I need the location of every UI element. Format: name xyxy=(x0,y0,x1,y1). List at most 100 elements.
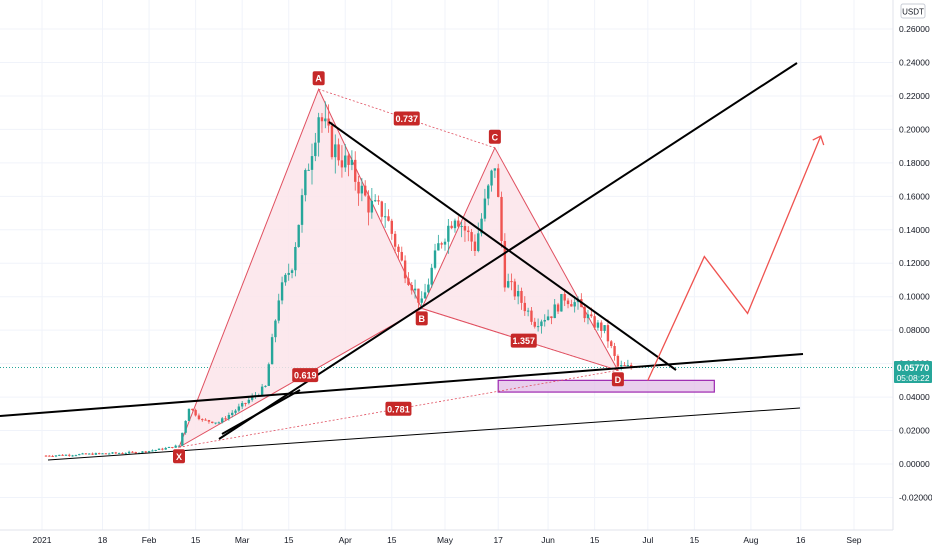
candle-body xyxy=(463,225,467,231)
candle-body xyxy=(550,316,553,319)
candle-body xyxy=(127,451,131,454)
candle-body xyxy=(58,454,61,456)
candle-body xyxy=(543,319,546,322)
last-price-box xyxy=(894,361,932,383)
time-tick-label: 15 xyxy=(387,535,397,545)
candle-body xyxy=(101,453,104,455)
candle-body xyxy=(420,298,423,303)
candle-body xyxy=(364,185,367,196)
candle-body xyxy=(387,216,390,221)
candle-body xyxy=(320,117,324,122)
candle-body xyxy=(367,195,370,213)
pattern-point-label-b: B xyxy=(415,311,428,326)
candle-body xyxy=(443,241,447,245)
candle-body xyxy=(144,451,147,453)
candle-body xyxy=(560,294,563,312)
candle-body xyxy=(370,200,374,213)
candle-body xyxy=(231,412,234,416)
time-tick-label: 18 xyxy=(98,535,108,545)
ratio-text: 0.781 xyxy=(387,404,410,414)
candle-body xyxy=(546,316,550,320)
candle-body xyxy=(111,452,114,454)
candle-body xyxy=(596,322,600,328)
ratio-badge xyxy=(393,111,420,126)
candle-body xyxy=(593,316,596,328)
price-tick-label: 0.02000 xyxy=(899,426,930,436)
candle-body xyxy=(290,270,294,273)
candle-body xyxy=(64,454,68,456)
candle-body xyxy=(330,125,334,158)
candle-body xyxy=(264,385,267,387)
candle-body xyxy=(68,454,71,456)
candle-body xyxy=(523,302,526,312)
candle-body xyxy=(134,452,137,454)
candle-body xyxy=(390,220,393,234)
currency-label: USDT xyxy=(902,8,924,17)
time-tick-label: May xyxy=(437,535,454,545)
candle-body xyxy=(350,159,354,165)
price-tick-label: 0.20000 xyxy=(899,124,930,134)
candle-body xyxy=(433,250,437,268)
candle-body xyxy=(453,220,457,229)
candle-body xyxy=(314,142,317,157)
candle-body xyxy=(430,267,433,285)
candle-body xyxy=(51,455,54,457)
candle-body xyxy=(503,240,507,288)
candle-body xyxy=(44,455,48,457)
candle-body xyxy=(423,292,427,299)
time-axis-panel[interactable] xyxy=(0,530,932,550)
candle-body xyxy=(354,159,357,182)
candle-body xyxy=(270,337,274,365)
candle-body xyxy=(107,453,111,455)
candle-body xyxy=(500,196,503,241)
pattern-point-label-x: X xyxy=(173,449,185,464)
candle-body xyxy=(347,155,350,165)
candle-body xyxy=(114,452,118,454)
candle-body xyxy=(48,455,51,457)
candle-body xyxy=(563,294,566,301)
candle-body xyxy=(61,454,64,456)
price-tick-label: 0.16000 xyxy=(899,191,930,201)
candle-body xyxy=(294,246,297,271)
time-tick-label: 15 xyxy=(284,535,294,545)
candle-body xyxy=(573,302,576,307)
currency-badge[interactable]: USDT xyxy=(900,3,926,19)
candle-body xyxy=(620,365,623,367)
price-tick-label: 0.14000 xyxy=(899,225,930,235)
candle-body xyxy=(616,355,620,367)
candle-body xyxy=(121,453,124,455)
price-axis-panel[interactable] xyxy=(893,0,932,530)
pattern-point-badge xyxy=(173,449,185,464)
time-tick-label: Sep xyxy=(846,535,861,545)
candle-countdown: 05:08:22 xyxy=(896,373,929,383)
price-tick-label: 0.00000 xyxy=(899,459,930,469)
candle-body xyxy=(280,282,284,301)
candle-body xyxy=(217,422,221,424)
time-tick-label: Aug xyxy=(743,535,758,545)
candle-body xyxy=(533,321,536,327)
candle-body xyxy=(526,310,530,312)
pattern-point-label-d: D xyxy=(611,372,624,387)
pattern-point-text: B xyxy=(418,314,425,324)
candle-body xyxy=(154,449,157,451)
candle-body xyxy=(506,281,510,288)
candle-body xyxy=(240,403,244,407)
target-zone-box xyxy=(497,379,715,393)
last-price-value: 0.05770 xyxy=(897,363,930,373)
candle-body xyxy=(164,447,167,450)
candle-body xyxy=(78,454,81,456)
ratio-text: 0.737 xyxy=(395,114,418,124)
candle-body xyxy=(603,325,606,331)
candle-body xyxy=(497,168,500,197)
candle-body xyxy=(124,453,127,455)
candle-body xyxy=(510,281,513,283)
time-tick-label: Jun xyxy=(541,535,555,545)
candle-body xyxy=(447,225,450,242)
candle-body xyxy=(477,233,480,251)
candle-body xyxy=(377,200,380,202)
candle-body xyxy=(181,432,184,446)
candle-body xyxy=(327,118,330,126)
candle-body xyxy=(403,260,407,279)
